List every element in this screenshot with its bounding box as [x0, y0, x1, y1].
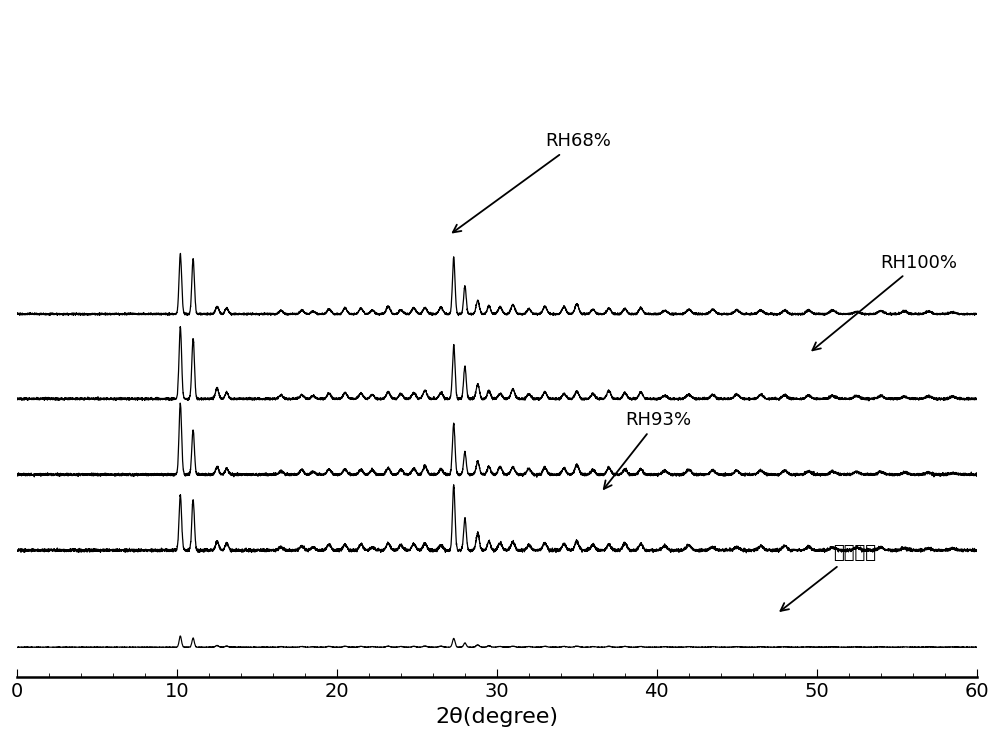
Text: 模拟数据: 模拟数据	[780, 545, 876, 611]
Text: RH93%: RH93%	[604, 411, 691, 489]
Text: RH100%: RH100%	[812, 254, 958, 351]
Text: RH68%: RH68%	[453, 132, 611, 232]
X-axis label: 2θ(degree): 2θ(degree)	[435, 707, 558, 727]
